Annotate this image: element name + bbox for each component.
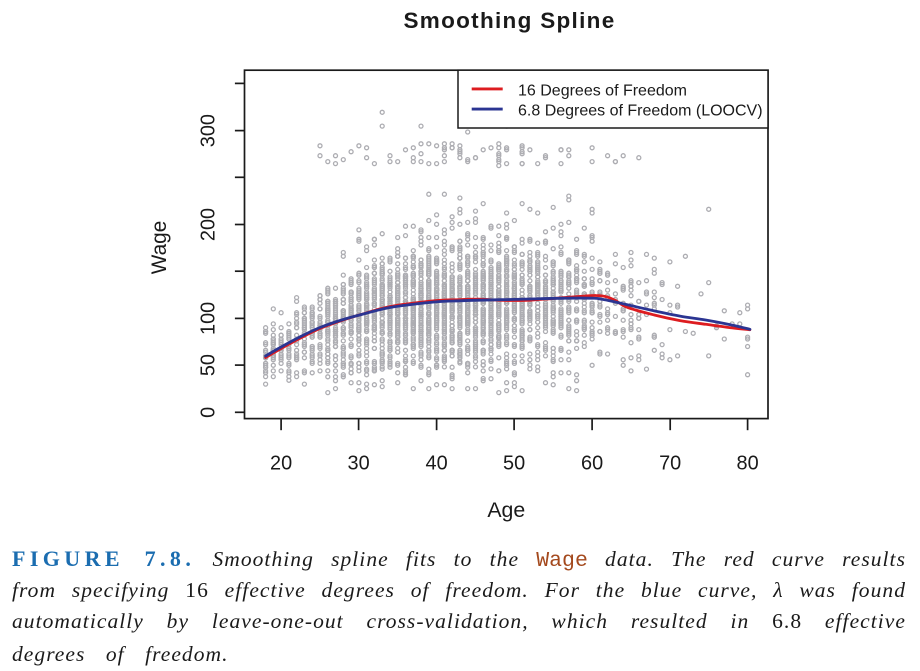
svg-text:6.8 Degrees of Freedom (LOOCV): 6.8 Degrees of Freedom (LOOCV) [518, 103, 763, 120]
svg-text:0: 0 [198, 407, 220, 418]
svg-text:100: 100 [198, 302, 220, 335]
svg-text:Age: Age [487, 498, 525, 522]
svg-text:20: 20 [270, 452, 292, 474]
svg-text:Smoothing Spline: Smoothing Spline [403, 8, 615, 33]
svg-text:300: 300 [198, 114, 220, 147]
svg-text:16 Degrees of Freedom: 16 Degrees of Freedom [518, 82, 687, 99]
svg-text:50: 50 [503, 452, 525, 474]
svg-text:30: 30 [348, 452, 370, 474]
svg-text:80: 80 [737, 452, 759, 474]
svg-text:60: 60 [581, 452, 603, 474]
svg-text:50: 50 [198, 354, 220, 376]
svg-text:Wage: Wage [148, 221, 171, 275]
svg-text:40: 40 [426, 452, 448, 474]
svg-text:200: 200 [198, 208, 220, 241]
svg-text:70: 70 [659, 452, 681, 474]
